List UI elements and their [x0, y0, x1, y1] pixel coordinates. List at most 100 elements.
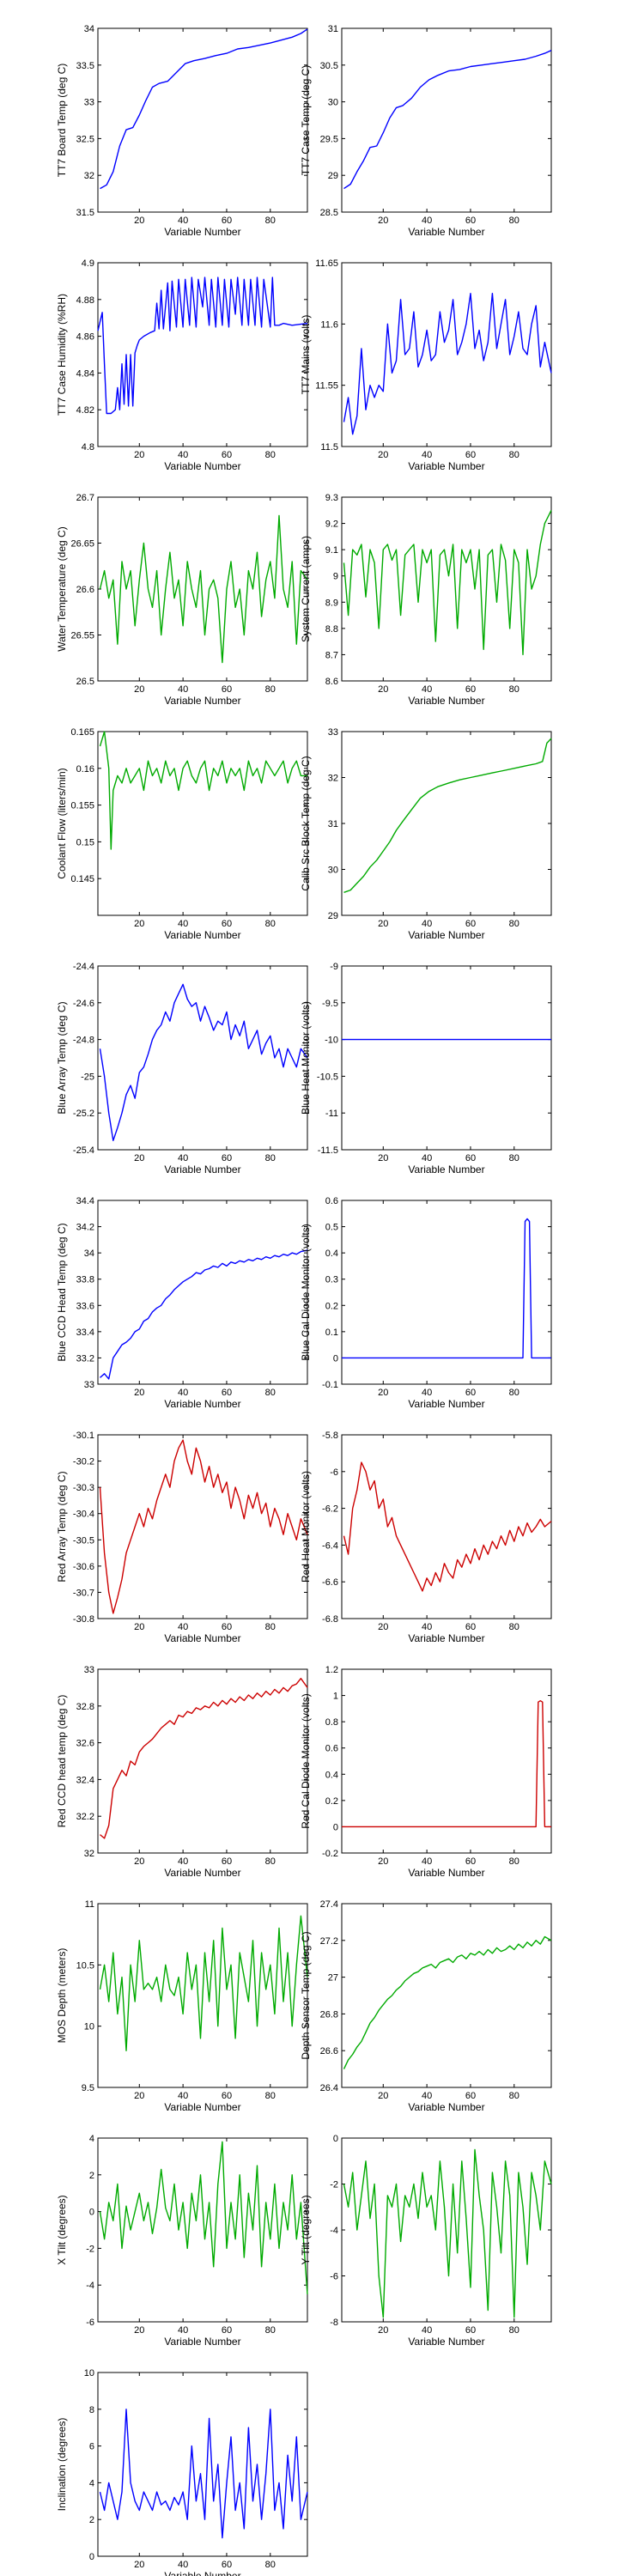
x-tick-label: 40	[178, 450, 188, 460]
x-tick-label: 80	[265, 1856, 276, 1867]
y-tick-label: 32.6	[76, 1739, 94, 1749]
y-tick-label: -10	[325, 1036, 338, 1046]
x-tick-label: 80	[265, 1153, 276, 1163]
y-tick-label: 0.16	[76, 764, 94, 775]
y-tick-label: -4	[330, 2226, 338, 2236]
x-tick-label: 80	[265, 2325, 276, 2336]
y-tick-label: 9.3	[325, 493, 338, 503]
y-tick-label: 33.8	[76, 1275, 94, 1285]
y-tick-label: 0.15	[76, 837, 94, 848]
x-tick-label: 20	[378, 1622, 388, 1632]
subplot: 20 40 60 80 8.6 8.7 8.8 8.9 9 9.1 9.2 9.3 Variable N…	[300, 493, 552, 707]
y-tick-label: 26.6	[320, 2046, 338, 2057]
y-tick-label: 0.4	[325, 1770, 338, 1780]
y-axis-label: Red Cal Diode Monitor (volts)	[300, 1693, 312, 1828]
y-tick-label: 0	[89, 2552, 94, 2562]
y-tick-label: 27	[328, 1973, 338, 1984]
x-tick-label: 80	[265, 1388, 276, 1398]
y-tick-label: 0.3	[325, 1275, 338, 1285]
y-axis-label: X Tilt (degrees)	[56, 2195, 68, 2264]
y-tick-label: 33.2	[76, 1353, 94, 1364]
y-tick-label: -6	[86, 2318, 94, 2328]
y-tick-label: -25.4	[73, 1145, 94, 1156]
x-axis-label: Variable Number	[408, 1867, 484, 1879]
x-tick-label: 40	[422, 1622, 432, 1632]
y-tick-label: 0.8	[325, 1717, 338, 1728]
y-tick-label: 9.1	[325, 545, 338, 556]
x-tick-label: 80	[509, 216, 519, 226]
x-axis-label: Variable Number	[164, 929, 240, 941]
x-tick-label: 80	[265, 450, 276, 460]
y-tick-label: 4.86	[76, 332, 94, 343]
y-tick-label: -30.1	[73, 1431, 94, 1441]
y-tick-label: 0	[89, 2208, 94, 2218]
y-tick-label: 0.6	[325, 1744, 338, 1754]
y-tick-label: 0.4	[325, 1249, 338, 1259]
y-tick-label: -6.6	[322, 1577, 338, 1588]
y-tick-label: 30	[328, 866, 338, 876]
y-tick-label: -30.4	[73, 1510, 94, 1520]
y-tick-label: 4.88	[76, 295, 94, 306]
x-tick-label: 40	[422, 684, 432, 695]
y-tick-label: -0.1	[322, 1380, 338, 1390]
x-tick-label: 60	[465, 919, 476, 929]
axes-box	[341, 731, 552, 916]
x-tick-label: 60	[465, 1622, 476, 1632]
series-line	[343, 1461, 552, 1592]
x-tick-label: 40	[422, 450, 432, 460]
y-axis-label: Red Heat Monitor (volts)	[300, 1471, 312, 1583]
y-tick-label: 2	[89, 2515, 94, 2525]
y-tick-label: 31	[328, 24, 338, 34]
y-axis-label: Depth Sensor Temp (deg C)	[300, 1931, 312, 2059]
y-tick-label: -11	[325, 1109, 338, 1119]
y-tick-label: 11.65	[315, 258, 338, 269]
x-tick-label: 80	[509, 1856, 519, 1867]
y-tick-label: -2	[330, 2180, 338, 2190]
x-tick-label: 20	[134, 919, 144, 929]
x-tick-label: 40	[178, 684, 188, 695]
x-tick-label: 20	[134, 684, 144, 695]
y-tick-label: -6	[330, 1467, 338, 1478]
y-tick-label: 26.5	[76, 677, 94, 687]
x-tick-label: 60	[222, 1856, 232, 1867]
y-tick-label: 4.84	[76, 368, 94, 379]
x-tick-label: 60	[465, 684, 476, 695]
y-tick-label: 27.2	[320, 1936, 338, 1947]
y-axis-label: System Current (amps)	[300, 536, 312, 642]
x-axis-label: Variable Number	[408, 1632, 484, 1644]
y-tick-label: -6.4	[322, 1540, 338, 1551]
subplot: 20 40 60 80 -6.8 -6.6 -6.4 -6.2 -6 -5.8 Variable N…	[300, 1431, 552, 1644]
y-tick-label: 33.5	[76, 61, 94, 71]
y-tick-label: 1	[333, 1692, 338, 1702]
y-axis-label: Blue CCD Head Temp (deg C)	[56, 1223, 68, 1361]
x-tick-label: 20	[378, 216, 388, 226]
axes-box	[97, 965, 308, 1151]
y-tick-label: 33.4	[76, 1327, 94, 1338]
x-tick-label: 60	[222, 1622, 232, 1632]
x-axis-label: Variable Number	[408, 695, 484, 707]
x-tick-label: 40	[178, 1388, 188, 1398]
series-line	[343, 738, 552, 893]
x-axis-label: Variable Number	[164, 2336, 240, 2348]
y-tick-label: 0.145	[70, 874, 94, 884]
series-line	[99, 731, 307, 850]
y-tick-label: -30.8	[73, 1614, 94, 1625]
x-tick-label: 40	[178, 2560, 188, 2570]
x-tick-label: 20	[378, 2091, 388, 2101]
axes-box	[341, 1434, 552, 1619]
x-tick-label: 60	[465, 2091, 476, 2101]
y-tick-label: -25	[81, 1072, 94, 1082]
y-axis-label: Water Temperature (deg C)	[56, 526, 68, 651]
x-tick-label: 80	[509, 919, 519, 929]
x-axis-label: Variable Number	[408, 226, 484, 238]
y-tick-label: 31.5	[76, 208, 94, 218]
x-tick-label: 80	[265, 1622, 276, 1632]
axes-box	[97, 262, 308, 447]
x-tick-label: 80	[509, 2091, 519, 2101]
subplot: 20 40 60 80 26.5 26.55 26.6 26.65 26.7 Variable N…	[56, 493, 308, 707]
y-tick-label: 0	[333, 2134, 338, 2144]
x-axis-label: Variable Number	[164, 226, 240, 238]
y-tick-label: -0.2	[322, 1849, 338, 1859]
x-axis-label: Variable Number	[164, 1163, 240, 1176]
